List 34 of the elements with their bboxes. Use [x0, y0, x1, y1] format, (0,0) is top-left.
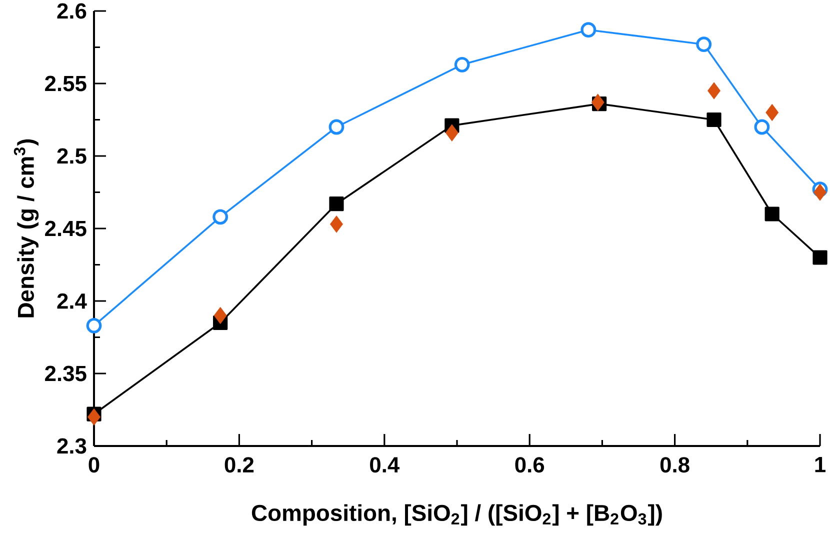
point — [88, 408, 100, 426]
point — [708, 82, 720, 100]
y-tick-label: 2.35 — [45, 366, 86, 382]
point — [86, 318, 102, 334]
point — [214, 307, 227, 324]
point — [764, 206, 780, 222]
point — [591, 94, 604, 111]
x-tick-label: 0.8 — [660, 457, 690, 473]
point — [814, 184, 826, 201]
point — [454, 56, 470, 72]
y-tick-label: 2.5 — [57, 148, 86, 164]
x-tick-label: 0.2 — [224, 457, 254, 473]
point — [212, 209, 228, 225]
point — [446, 124, 458, 142]
y-tick-label: 2.55 — [45, 76, 86, 92]
point — [329, 196, 344, 212]
point — [328, 119, 344, 135]
point — [706, 112, 722, 128]
point — [754, 119, 770, 135]
x-tick-label: 0.4 — [370, 457, 400, 473]
point — [766, 104, 778, 121]
y-axis-title: Density (g / cm$^{3}$) — [14, 139, 39, 318]
point — [580, 22, 596, 38]
text: Composition, [SiO$_{2}$] / ([SiO$_{2}$] + [B$_{2}$O$_{3}$]) — [252, 504, 662, 526]
point — [696, 36, 712, 52]
point — [330, 216, 343, 233]
x-tick-label: 1 — [815, 457, 826, 472]
y-tick-label: 2.45 — [45, 220, 86, 236]
point — [812, 250, 828, 265]
y-tick-label: 2.3 — [57, 438, 86, 454]
y-tick-label: 2.6 — [57, 3, 86, 19]
x-tick-label: 0.6 — [515, 457, 544, 473]
y-tick-label: 2.4 — [57, 293, 87, 309]
x-tick-label: 0 — [88, 457, 100, 473]
